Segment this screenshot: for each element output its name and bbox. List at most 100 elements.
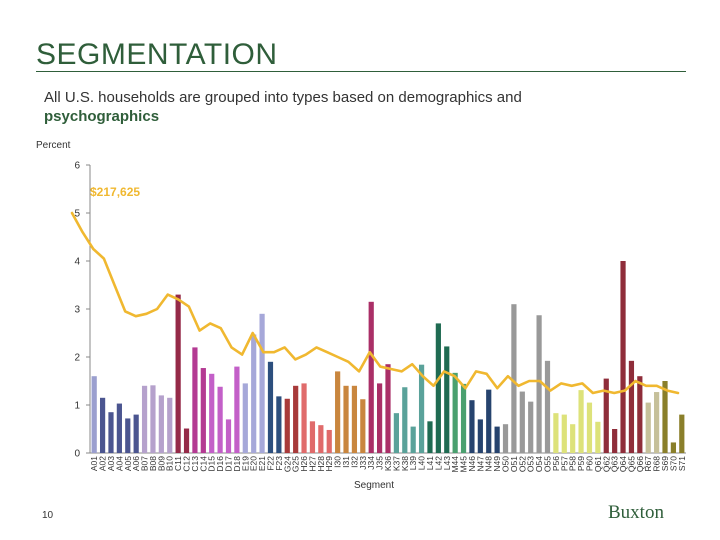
x-tick-label: J34 — [366, 456, 376, 470]
x-tick-label: O54 — [534, 456, 544, 472]
x-tick-label: A01 — [89, 456, 99, 471]
bar-N47 — [477, 419, 483, 453]
x-tick-label: K38 — [400, 456, 410, 471]
y-tick-label: 5 — [74, 209, 80, 220]
bar-A05 — [125, 418, 131, 453]
y-tick-label: 4 — [74, 257, 80, 268]
x-tick-label: S71 — [677, 456, 687, 471]
x-tick-label: K37 — [391, 456, 401, 471]
bar-E20 — [251, 334, 257, 453]
bar-N46 — [469, 400, 475, 453]
x-tick-label: D15 — [207, 456, 217, 472]
x-tick-label: N49 — [492, 456, 502, 472]
x-tick-label: S70 — [668, 456, 678, 471]
bar-B08 — [150, 385, 156, 453]
y-tick-label: 3 — [74, 305, 80, 316]
bar-O51 — [511, 304, 517, 453]
bar-F23 — [276, 396, 282, 453]
bar-O52 — [519, 391, 525, 453]
x-tick-label: H28 — [316, 456, 326, 472]
x-tick-label: E21 — [257, 456, 267, 471]
x-tick-label: L40 — [417, 456, 427, 470]
bar-S69 — [662, 381, 668, 453]
bar-M44 — [452, 372, 458, 453]
x-tick-label: P57 — [559, 456, 569, 471]
x-tick-label: S69 — [660, 456, 670, 471]
bar-D18 — [234, 366, 240, 453]
x-tick-label: N46 — [467, 456, 477, 472]
bar-A01 — [91, 376, 97, 453]
y-tick-label: 1 — [74, 401, 80, 412]
bar-I31 — [343, 385, 349, 453]
bar-F22 — [267, 361, 274, 453]
x-tick-label: A04 — [114, 456, 124, 471]
x-tick-label: D17 — [224, 456, 234, 472]
x-tick-label: E20 — [249, 456, 259, 471]
bar-L40 — [418, 364, 425, 453]
x-tick-label: D18 — [232, 456, 242, 472]
bar-P57 — [561, 414, 567, 453]
x-tick-label: C11 — [173, 456, 183, 471]
y-tick-label: 0 — [74, 449, 80, 460]
x-tick-label: Q62 — [601, 456, 611, 472]
x-tick-label: R68 — [652, 456, 662, 472]
x-tick-label: N48 — [484, 456, 494, 472]
bar-P58 — [570, 424, 576, 453]
bar-O53 — [528, 401, 534, 453]
bar-Q62 — [603, 378, 609, 453]
x-tick-label: Q61 — [593, 456, 603, 472]
page-number: 10 — [42, 510, 54, 521]
bar-O50 — [502, 424, 509, 453]
bar-C13 — [192, 347, 198, 453]
bar-C12 — [183, 428, 190, 453]
bar-D15 — [209, 373, 215, 453]
x-tick-label: J35 — [375, 456, 385, 470]
slide-subtitle: All U.S. households are grouped into typ… — [44, 88, 644, 126]
bar-H29 — [326, 429, 332, 453]
bar-H27 — [309, 421, 316, 453]
x-tick-label: M44 — [450, 456, 460, 473]
x-tick-label: G25 — [291, 456, 301, 472]
title-divider — [36, 71, 686, 72]
x-tick-label: A06 — [131, 456, 141, 471]
bar-H28 — [318, 425, 324, 453]
slide-title: SEGMENTATION — [36, 38, 278, 71]
bar-E19 — [242, 383, 248, 453]
bar-A02 — [99, 397, 106, 453]
bar-G24 — [284, 398, 290, 453]
x-tick-label: B08 — [148, 456, 158, 471]
bar-Q65 — [628, 360, 635, 453]
x-tick-label: D16 — [215, 456, 225, 472]
y-tick-label: 6 — [74, 161, 80, 172]
bar-J33 — [360, 399, 366, 453]
x-tick-label: H26 — [299, 456, 309, 472]
bar-N49 — [494, 426, 500, 453]
bar-D16 — [217, 386, 223, 453]
bar-O55 — [544, 360, 551, 453]
x-tick-label: O55 — [542, 456, 552, 472]
x-tick-label: C12 — [182, 456, 192, 472]
x-tick-label: R67 — [643, 456, 653, 472]
bar-K38 — [402, 387, 408, 453]
bar-P56 — [553, 413, 559, 453]
bar-B10 — [167, 397, 173, 453]
bar-P59 — [578, 390, 584, 453]
bar-G25 — [293, 385, 299, 453]
x-tick-label: P58 — [568, 456, 578, 471]
x-tick-label: B07 — [140, 456, 150, 471]
x-tick-label: I32 — [349, 456, 359, 468]
bar-P60 — [586, 402, 593, 453]
bar-N48 — [486, 389, 492, 453]
x-tick-label: O53 — [526, 456, 536, 472]
bar-A04 — [116, 403, 122, 453]
x-tick-label: C14 — [198, 456, 208, 472]
bar-K36 — [385, 364, 391, 453]
x-tick-label: Q63 — [610, 456, 620, 472]
bar-L39 — [410, 426, 416, 453]
x-tick-label: O50 — [501, 456, 511, 472]
x-tick-label: J33 — [358, 456, 368, 470]
x-tick-label: K36 — [383, 456, 393, 471]
bar-J35 — [377, 383, 383, 453]
y-axis-label: Percent — [36, 140, 71, 151]
bar-S71 — [679, 414, 685, 453]
